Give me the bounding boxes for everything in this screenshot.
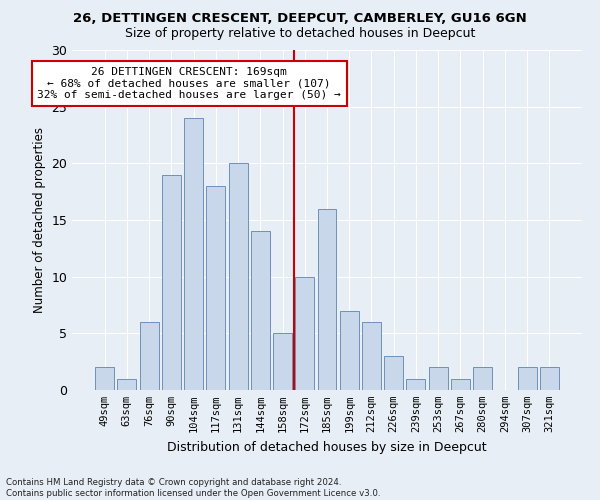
Bar <box>251 232 270 390</box>
Bar <box>317 208 337 390</box>
Bar <box>184 118 203 390</box>
Bar <box>540 368 559 390</box>
Bar <box>451 378 470 390</box>
Bar <box>340 310 359 390</box>
Text: 26 DETTINGEN CRESCENT: 169sqm
← 68% of detached houses are smaller (107)
32% of : 26 DETTINGEN CRESCENT: 169sqm ← 68% of d… <box>37 67 341 100</box>
Bar <box>429 368 448 390</box>
Bar <box>118 378 136 390</box>
Bar <box>95 368 114 390</box>
Bar <box>229 164 248 390</box>
Bar <box>162 174 181 390</box>
Bar <box>384 356 403 390</box>
X-axis label: Distribution of detached houses by size in Deepcut: Distribution of detached houses by size … <box>167 440 487 454</box>
Bar <box>273 334 292 390</box>
Text: Contains HM Land Registry data © Crown copyright and database right 2024.
Contai: Contains HM Land Registry data © Crown c… <box>6 478 380 498</box>
Bar <box>362 322 381 390</box>
Text: Size of property relative to detached houses in Deepcut: Size of property relative to detached ho… <box>125 28 475 40</box>
Bar <box>206 186 225 390</box>
Bar <box>518 368 536 390</box>
Bar <box>473 368 492 390</box>
Bar <box>295 276 314 390</box>
Y-axis label: Number of detached properties: Number of detached properties <box>33 127 46 313</box>
Text: 26, DETTINGEN CRESCENT, DEEPCUT, CAMBERLEY, GU16 6GN: 26, DETTINGEN CRESCENT, DEEPCUT, CAMBERL… <box>73 12 527 26</box>
Bar <box>140 322 158 390</box>
Bar <box>406 378 425 390</box>
